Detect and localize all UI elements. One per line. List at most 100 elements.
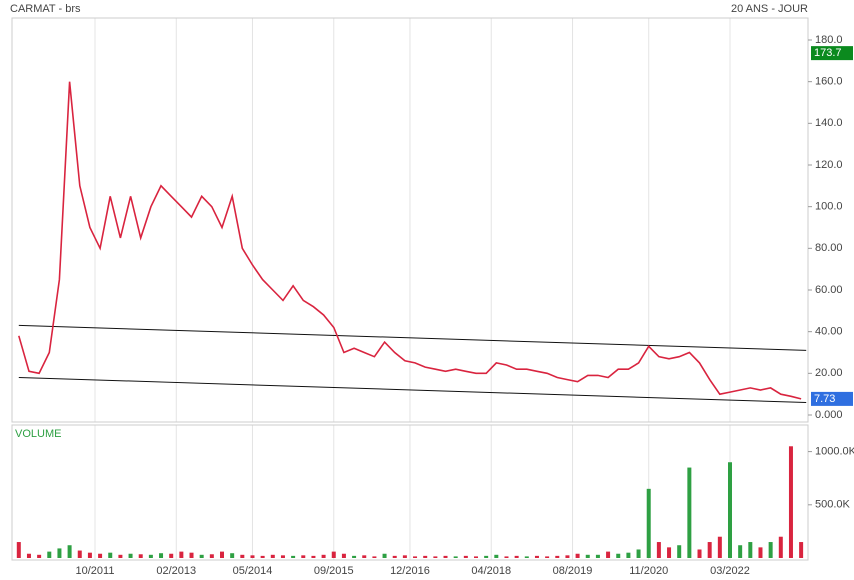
chart-title: CARMAT - brs bbox=[10, 3, 81, 15]
volume-bar bbox=[626, 552, 631, 558]
volume-bar bbox=[108, 552, 113, 558]
volume-bar bbox=[331, 551, 336, 558]
volume-bar bbox=[717, 536, 722, 558]
volume-bar bbox=[138, 554, 143, 558]
y-tick-label: 180.0 bbox=[815, 34, 843, 46]
y-tick-label: 160.0 bbox=[815, 76, 843, 88]
volume-bar bbox=[199, 554, 204, 558]
x-tick-label: 05/2014 bbox=[233, 565, 273, 577]
volume-bar bbox=[545, 556, 550, 558]
y-tick-label: 0.000 bbox=[815, 409, 843, 421]
volume-bar bbox=[77, 550, 82, 558]
volume-panel bbox=[11, 424, 809, 561]
y-tick-label: 120.0 bbox=[815, 159, 843, 171]
volume-bar bbox=[494, 554, 499, 558]
volume-bar bbox=[484, 555, 489, 558]
volume-bar bbox=[677, 545, 682, 558]
volume-title: VOLUME bbox=[15, 428, 61, 440]
last-price-tag-box bbox=[811, 391, 853, 406]
volume-bar bbox=[463, 555, 468, 558]
x-tick-label: 10/2011 bbox=[76, 565, 115, 577]
y-tick-label: 1000.0K bbox=[815, 446, 854, 458]
volume-bar bbox=[697, 549, 702, 558]
volume-bar bbox=[667, 547, 672, 558]
price-line bbox=[18, 81, 802, 400]
volume-bar bbox=[321, 554, 326, 558]
volume-bar bbox=[433, 556, 438, 558]
volume-bar bbox=[606, 551, 611, 558]
volume-bar bbox=[87, 552, 92, 558]
volume-bar bbox=[209, 554, 214, 558]
volume-bar bbox=[534, 555, 539, 558]
volume-bar bbox=[687, 467, 692, 558]
x-tick-label: 12/2016 bbox=[390, 565, 430, 577]
volume-bar bbox=[280, 555, 285, 558]
volume-bar bbox=[575, 553, 580, 558]
volume-bar bbox=[595, 554, 600, 558]
volume-bar bbox=[37, 554, 42, 558]
max-price-tag-box bbox=[811, 46, 853, 61]
volume-bar bbox=[47, 551, 52, 558]
volume-bar bbox=[250, 555, 255, 558]
y-tick-label: 140.0 bbox=[815, 117, 843, 129]
max-price-tag: 173.7 bbox=[814, 47, 842, 59]
volume-bar bbox=[230, 553, 235, 558]
volume-bar bbox=[474, 556, 478, 558]
volume-bar bbox=[189, 552, 194, 558]
volume-bar bbox=[341, 553, 346, 558]
volume-bar bbox=[514, 555, 519, 558]
volume-bar bbox=[443, 555, 448, 558]
volume-bar bbox=[768, 542, 773, 558]
volume-bar bbox=[392, 555, 397, 558]
volume-bar bbox=[524, 556, 529, 558]
volume-bar bbox=[555, 555, 560, 558]
volume-bar bbox=[728, 462, 732, 558]
volume-bar bbox=[382, 553, 387, 558]
volume-bar bbox=[778, 536, 783, 558]
volume-bar bbox=[788, 446, 793, 558]
volume-bar bbox=[260, 555, 265, 558]
volume-bar bbox=[240, 554, 245, 558]
volume-bar bbox=[707, 542, 712, 558]
y-tick-label: 100.0 bbox=[815, 201, 843, 213]
volume-bar bbox=[362, 555, 367, 558]
volume-bar bbox=[565, 555, 570, 558]
volume-bar bbox=[301, 555, 306, 558]
volume-bar bbox=[738, 545, 743, 558]
volume-bar bbox=[504, 556, 509, 558]
volume-bar bbox=[402, 555, 407, 558]
volume-bar bbox=[26, 553, 31, 558]
y-tick-label: 40.00 bbox=[815, 326, 843, 338]
volume-bar bbox=[220, 551, 224, 558]
trend-line bbox=[18, 324, 807, 351]
y-tick-label: 60.00 bbox=[815, 284, 843, 296]
volume-bar bbox=[453, 556, 458, 558]
volume-bar bbox=[57, 548, 62, 558]
volume-bar bbox=[616, 553, 621, 558]
volume-bar bbox=[270, 554, 275, 558]
y-tick-label: 80.00 bbox=[815, 242, 843, 254]
trend-line bbox=[18, 377, 807, 403]
volume-bar bbox=[636, 549, 641, 558]
volume-bar bbox=[413, 556, 418, 558]
volume-bar bbox=[372, 556, 377, 558]
x-tick-label: 11/2020 bbox=[629, 565, 668, 577]
period-label: 20 ANS - JOUR bbox=[731, 3, 808, 15]
y-tick-label: 20.00 bbox=[815, 367, 843, 379]
x-tick-label: 02/2013 bbox=[156, 565, 196, 577]
volume-bar bbox=[169, 553, 174, 558]
volume-bar bbox=[423, 555, 428, 558]
volume-bar bbox=[128, 553, 133, 558]
volume-bar bbox=[311, 555, 316, 558]
volume-bar bbox=[98, 553, 103, 558]
volume-bar bbox=[799, 542, 804, 558]
y-tick-label: 500.0K bbox=[815, 499, 851, 511]
volume-bar bbox=[352, 555, 357, 558]
volume-bar bbox=[646, 488, 651, 558]
price-panel bbox=[11, 17, 809, 423]
volume-bar bbox=[179, 551, 184, 558]
x-tick-label: 03/2022 bbox=[710, 565, 750, 577]
volume-bar bbox=[118, 554, 123, 558]
x-tick-label: 08/2019 bbox=[553, 565, 593, 577]
